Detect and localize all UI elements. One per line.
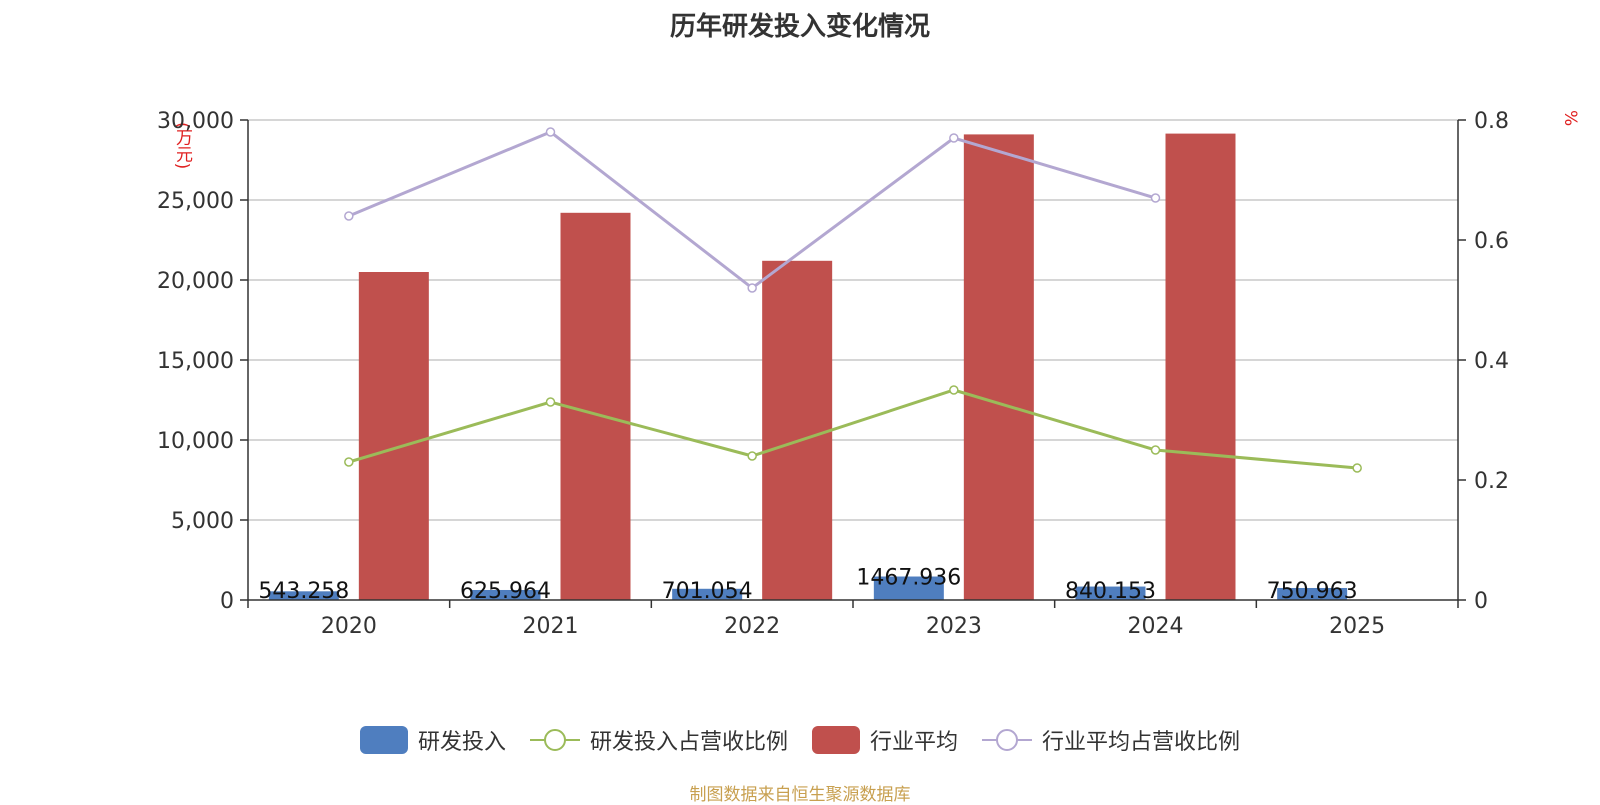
point-industry-ratio xyxy=(1150,193,1161,203)
bar-industry-2022 xyxy=(762,260,833,600)
point-industry-ratio xyxy=(344,211,354,221)
x-tick-label: 2022 xyxy=(724,614,780,639)
point-industry-ratio xyxy=(747,283,757,293)
y-left-tick-label: 30,000 xyxy=(157,109,234,134)
legend-line-industry-ratio-icon xyxy=(982,729,1033,751)
legend-label-rd: 研发投入 xyxy=(417,730,506,755)
legend-item-industry-ratio[interactable]: 行业平均占营收比例 xyxy=(982,724,1240,756)
x-tick-label: 2023 xyxy=(926,614,982,639)
y-left-tick-label: 25,000 xyxy=(157,189,234,214)
right-axis-unit: % xyxy=(1560,110,1580,127)
legend-swatch-rd xyxy=(359,726,408,754)
legend-line-rd-ratio-icon xyxy=(529,729,580,751)
x-tick-label: 2025 xyxy=(1329,614,1385,639)
point-rd-ratio xyxy=(1150,445,1161,455)
legend-label-industry-ratio: 行业平均占营收比例 xyxy=(1042,730,1241,755)
bar-rd-2020 xyxy=(268,591,339,600)
y-left-tick-label: 20,000 xyxy=(157,269,234,294)
legend-swatch-industry xyxy=(812,726,860,754)
bar-industry-2024 xyxy=(1165,133,1236,600)
x-tick-label: 2020 xyxy=(321,614,377,639)
bar-industry-2020 xyxy=(358,272,429,600)
point-rd-ratio xyxy=(344,457,354,467)
bar-rd-2022 xyxy=(672,588,743,600)
chart-title: 历年研发投入变化情况 xyxy=(669,12,930,42)
y-right-tick-label: 0.2 xyxy=(1474,469,1509,494)
point-rd-ratio xyxy=(545,397,556,407)
y-right-tick-label: 0.4 xyxy=(1474,349,1509,374)
left-axis-unit: (万元) xyxy=(172,122,192,170)
line-industry-ratio xyxy=(348,130,1156,290)
x-tick-label: 2021 xyxy=(523,614,579,639)
y-left-tick-label: 5,000 xyxy=(171,509,234,534)
bar-rd-2024 xyxy=(1075,586,1146,600)
y-right-tick-label: 0 xyxy=(1474,589,1488,614)
legend-label-industry: 行业平均 xyxy=(870,730,959,755)
bar-rd-2021 xyxy=(470,589,541,600)
y-left-tick-label: 0 xyxy=(220,589,234,614)
bar-industry-2023 xyxy=(963,134,1034,600)
legend-item-rd-ratio[interactable]: 研发投入占营收比例 xyxy=(529,724,788,756)
x-tick-label: 2024 xyxy=(1128,614,1184,639)
y-right-tick-label: 0.6 xyxy=(1474,229,1509,254)
point-industry-ratio xyxy=(545,127,556,137)
y-left-tick-label: 15,000 xyxy=(157,349,234,374)
point-rd-ratio xyxy=(747,451,757,461)
legend-label-rd-ratio: 研发投入占营收比例 xyxy=(589,730,788,755)
line-rd-ratio xyxy=(348,388,1358,470)
y-left-tick-label: 10,000 xyxy=(157,429,234,454)
legend-item-industry[interactable]: 行业平均 xyxy=(812,724,958,756)
point-rd-ratio xyxy=(949,385,959,395)
bar-rd-label: 1467.936 xyxy=(856,566,961,591)
point-rd-ratio xyxy=(1352,463,1362,473)
bar-rd-2023 xyxy=(873,576,944,600)
y-right-tick-label: 0.8 xyxy=(1474,109,1509,134)
point-industry-ratio xyxy=(949,133,959,143)
legend-item-rd[interactable]: 研发投入 xyxy=(359,724,506,756)
legend: 研发投入 研发投入占营收比例 行业平均 行业平均占营收比例 xyxy=(0,720,1600,760)
bar-rd-2025 xyxy=(1277,587,1348,600)
source-note: 制图数据来自恒生聚源数据库 xyxy=(689,785,911,805)
